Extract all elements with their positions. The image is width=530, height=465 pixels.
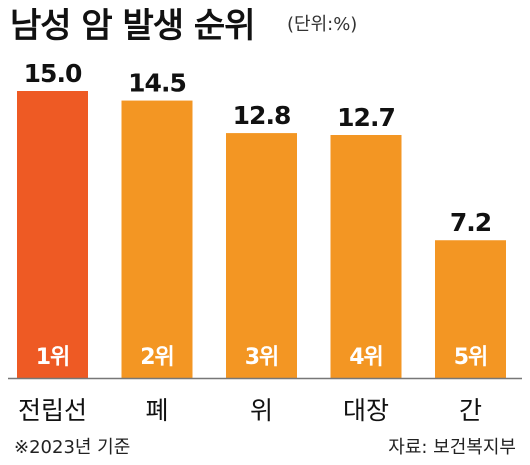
category-label: 전립선	[18, 396, 87, 425]
data-label: 12.7	[337, 103, 395, 132]
category-label: 폐	[145, 396, 168, 425]
category-label: 위	[250, 396, 273, 425]
chart-title: 남성 암 발생 순위	[10, 6, 255, 46]
footnote: ※2023년 기준	[14, 437, 131, 458]
data-label: 15.0	[24, 59, 82, 88]
rank-label: 1위	[36, 345, 70, 370]
rank-label: 2위	[140, 345, 174, 370]
rank-label: 3위	[245, 345, 279, 370]
bar	[17, 91, 88, 378]
bar	[435, 240, 506, 378]
source-label: 자료: 보건복지부	[388, 437, 516, 458]
bar	[226, 133, 297, 378]
rank-label: 4위	[349, 345, 383, 370]
category-label: 간	[459, 396, 482, 425]
bar	[330, 135, 402, 378]
category-label: 대장	[343, 396, 389, 425]
bar	[121, 100, 193, 379]
rank-label: 5위	[454, 345, 488, 370]
unit-label: (단위:%)	[287, 14, 358, 35]
data-label: 7.2	[450, 208, 491, 237]
data-label: 12.8	[233, 101, 291, 130]
data-label: 14.5	[128, 69, 186, 98]
